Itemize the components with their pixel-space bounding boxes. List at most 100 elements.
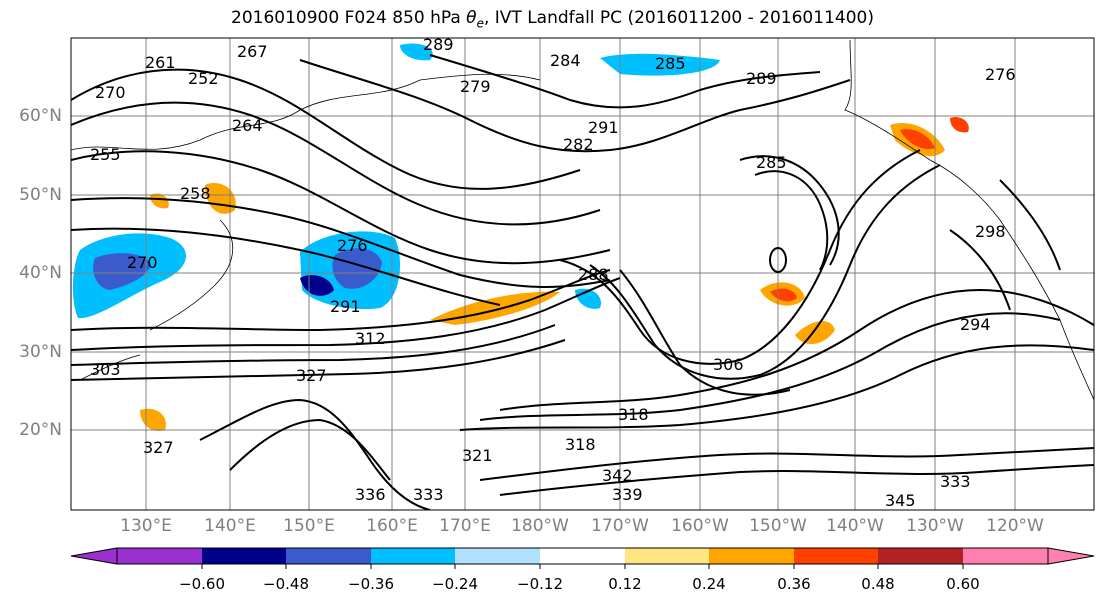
colorbar-frame bbox=[116, 547, 1049, 565]
colorbar-label: 0.60 bbox=[946, 575, 980, 593]
negative-anomaly-patch bbox=[600, 53, 720, 76]
contour-label: 279 bbox=[460, 77, 491, 96]
contour-label: 336 bbox=[355, 485, 386, 504]
map-background bbox=[71, 38, 1094, 510]
lat-label: 40°N bbox=[19, 263, 62, 283]
contour-label: 252 bbox=[188, 69, 219, 88]
lat-label: 50°N bbox=[19, 185, 62, 205]
graticule bbox=[71, 38, 1094, 510]
contour-label: 282 bbox=[563, 135, 594, 154]
contour-label: 312 bbox=[355, 329, 386, 348]
map-title: 2016010900 F024 850 hPa θe, IVT Landfall… bbox=[0, 8, 1105, 30]
colorbar-label: 0.12 bbox=[608, 575, 642, 593]
colorbar-segment bbox=[963, 548, 1048, 564]
contour-label: 303 bbox=[90, 360, 121, 379]
colorbar-segment bbox=[117, 548, 202, 564]
contour-label: 318 bbox=[618, 405, 649, 424]
contour-label: 270 bbox=[127, 253, 158, 272]
colorbar-segment bbox=[455, 548, 540, 564]
colorbar-extend-high bbox=[1047, 547, 1095, 565]
positive-anomaly-core bbox=[770, 288, 797, 302]
contour-label: 258 bbox=[180, 184, 211, 203]
theta-symbol: θ bbox=[466, 8, 477, 28]
contour-label: 267 bbox=[237, 42, 268, 61]
contour-label: 306 bbox=[713, 355, 744, 374]
colorbar-segment bbox=[371, 548, 455, 564]
colorbar-label: 0.48 bbox=[861, 575, 895, 593]
contour-label: 291 bbox=[330, 297, 361, 316]
positive-anomaly-patch bbox=[150, 193, 169, 209]
colorbar-label: 0.36 bbox=[777, 575, 811, 593]
lon-label: 150°E bbox=[283, 516, 335, 536]
colorbar-ticks bbox=[201, 564, 964, 569]
title-prefix: 2016010900 F024 850 hPa bbox=[231, 8, 467, 28]
contour-label: 345 bbox=[885, 491, 916, 510]
contour-label: 255 bbox=[90, 145, 121, 164]
contour-label: 298 bbox=[975, 222, 1006, 241]
colorbar-segment bbox=[286, 548, 371, 564]
lat-label: 30°N bbox=[19, 342, 62, 362]
contour-label: 289 bbox=[423, 35, 454, 54]
lon-label: 130°W bbox=[906, 516, 964, 536]
contour-label: 285 bbox=[655, 54, 686, 73]
contour-label: 261 bbox=[145, 53, 176, 72]
positive-anomaly-core bbox=[900, 129, 935, 150]
contour-label: 327 bbox=[296, 366, 327, 385]
colorbar-label: −0.60 bbox=[179, 575, 225, 593]
contour-label: 318 bbox=[565, 435, 596, 454]
lon-label: 150°W bbox=[749, 516, 807, 536]
lon-label: 120°W bbox=[986, 516, 1044, 536]
colorbar-segment bbox=[625, 548, 709, 564]
colorbar bbox=[70, 547, 1095, 569]
map-frame bbox=[70, 37, 1095, 511]
lon-label: 130°E bbox=[120, 516, 172, 536]
contour-label: 264 bbox=[232, 116, 263, 135]
colorbar-label: 0.24 bbox=[692, 575, 726, 593]
contour-label: 288 bbox=[578, 265, 609, 284]
contour-label: 342 bbox=[602, 466, 633, 485]
lon-label: 170°E bbox=[439, 516, 491, 536]
colorbar-label: −0.24 bbox=[432, 575, 478, 593]
lon-label: 140°E bbox=[204, 516, 256, 536]
contour-label: 276 bbox=[985, 65, 1016, 84]
colorbar-segment bbox=[794, 548, 878, 564]
colorbar-label: −0.12 bbox=[517, 575, 563, 593]
lon-label: 140°W bbox=[826, 516, 884, 536]
colorbar-extend-low bbox=[70, 547, 118, 565]
lat-label: 60°N bbox=[19, 106, 62, 126]
lon-label: 180°W bbox=[511, 516, 569, 536]
contour-label: 291 bbox=[588, 118, 619, 137]
contour-label: 321 bbox=[462, 446, 493, 465]
theta-subscript: e bbox=[476, 16, 484, 31]
colorbar-segment bbox=[202, 548, 286, 564]
contour-label: 327 bbox=[143, 438, 174, 457]
colorbar-segment bbox=[878, 548, 963, 564]
colorbar-label: −0.48 bbox=[263, 575, 309, 593]
positive-anomaly-patch bbox=[950, 116, 969, 133]
map-plot-area: 261 267 289 279 284 285 289 276 270 252 … bbox=[71, 35, 1094, 510]
contour-label: 284 bbox=[550, 51, 581, 70]
colorbar-label: −0.36 bbox=[348, 575, 394, 593]
contour-label: 270 bbox=[95, 83, 126, 102]
contour-label: 333 bbox=[413, 485, 444, 504]
contour-labels: 261 267 289 279 284 285 289 276 270 252 … bbox=[90, 35, 1016, 510]
lat-label: 20°N bbox=[19, 420, 62, 440]
contour-label: 285 bbox=[756, 153, 787, 172]
negative-anomaly-core bbox=[332, 248, 382, 289]
contour-label: 294 bbox=[960, 315, 991, 334]
theta-e-contours bbox=[71, 54, 1094, 510]
contour-label: 289 bbox=[746, 69, 777, 88]
negative-anomaly-patch bbox=[400, 43, 433, 61]
negative-anomaly-core bbox=[93, 253, 151, 290]
contour-label: 339 bbox=[612, 485, 643, 504]
lon-label: 170°W bbox=[591, 516, 649, 536]
positive-anomaly-patch bbox=[795, 320, 835, 345]
contour-label: 333 bbox=[940, 472, 971, 491]
lon-label: 160°W bbox=[671, 516, 729, 536]
contour-label: 276 bbox=[337, 236, 368, 255]
lon-label: 160°E bbox=[366, 516, 418, 536]
colorbar-segment bbox=[709, 548, 794, 564]
title-suffix: , IVT Landfall PC (2016011200 - 20160114… bbox=[483, 8, 874, 28]
colorbar-segment bbox=[540, 548, 625, 564]
